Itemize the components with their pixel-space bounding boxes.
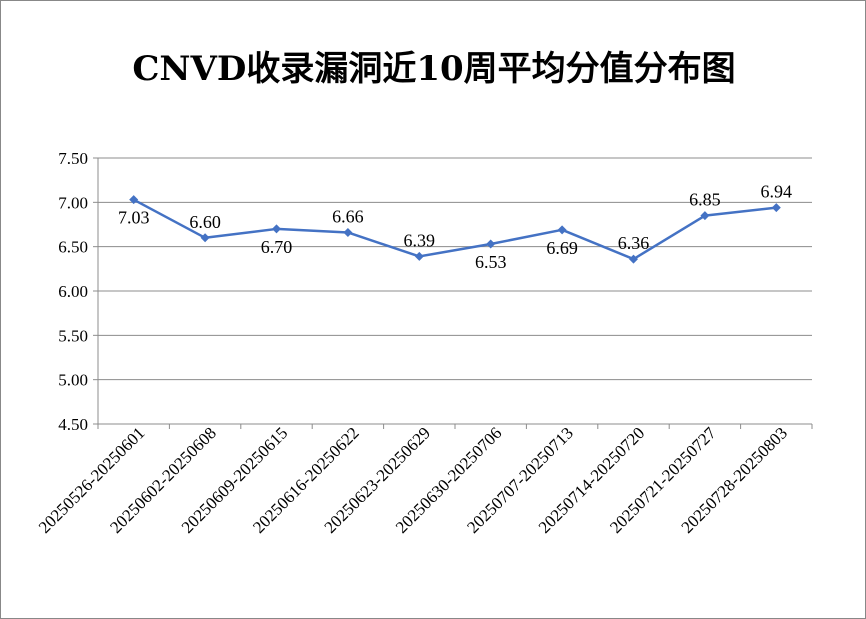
- data-label: 6.60: [189, 212, 221, 232]
- y-tick-label: 5.00: [58, 371, 88, 390]
- data-point: [200, 233, 210, 243]
- y-tick-label: 7.50: [58, 149, 88, 168]
- data-point: [629, 254, 638, 264]
- data-point: [129, 195, 139, 205]
- y-tick-label: 6.50: [58, 238, 88, 257]
- data-label: 6.94: [761, 182, 793, 202]
- y-tick-label: 5.50: [58, 326, 88, 345]
- series-line: [133, 198, 777, 261]
- data-point: [771, 203, 781, 213]
- data-labels: 7.03 6.60 6.70 6.66 6.39 6.53 6.69 6.36 6.85 6.94: [118, 182, 792, 272]
- data-label: 6.39: [404, 230, 436, 250]
- data-label: 6.66: [332, 206, 364, 226]
- data-point: [414, 251, 424, 261]
- data-label: 6.36: [618, 233, 650, 253]
- data-point: [557, 225, 567, 235]
- data-label: 6.70: [261, 237, 293, 257]
- data-point: [272, 224, 281, 234]
- data-point: [700, 211, 710, 221]
- y-tick-label: 4.50: [58, 415, 88, 434]
- y-tick-labels: 4.50 5.00 5.50 6.00 6.50 7.00 7.50: [58, 149, 88, 434]
- data-point: [343, 227, 353, 237]
- series: [129, 195, 781, 264]
- data-label: 6.53: [475, 252, 507, 272]
- data-label: 7.03: [118, 208, 150, 228]
- chart-title: CNVD收录漏洞近10周平均分值分布图: [132, 49, 736, 89]
- gridlines: [98, 157, 812, 425]
- y-tick-label: 6.00: [58, 282, 88, 301]
- data-label: 6.69: [546, 238, 578, 258]
- axes: [93, 157, 813, 429]
- y-tick-label: 7.00: [58, 193, 88, 212]
- data-point: [486, 239, 496, 249]
- x-tick-labels: 20250526-2025060120250602-20250608202506…: [35, 423, 791, 537]
- data-label: 6.85: [689, 190, 721, 210]
